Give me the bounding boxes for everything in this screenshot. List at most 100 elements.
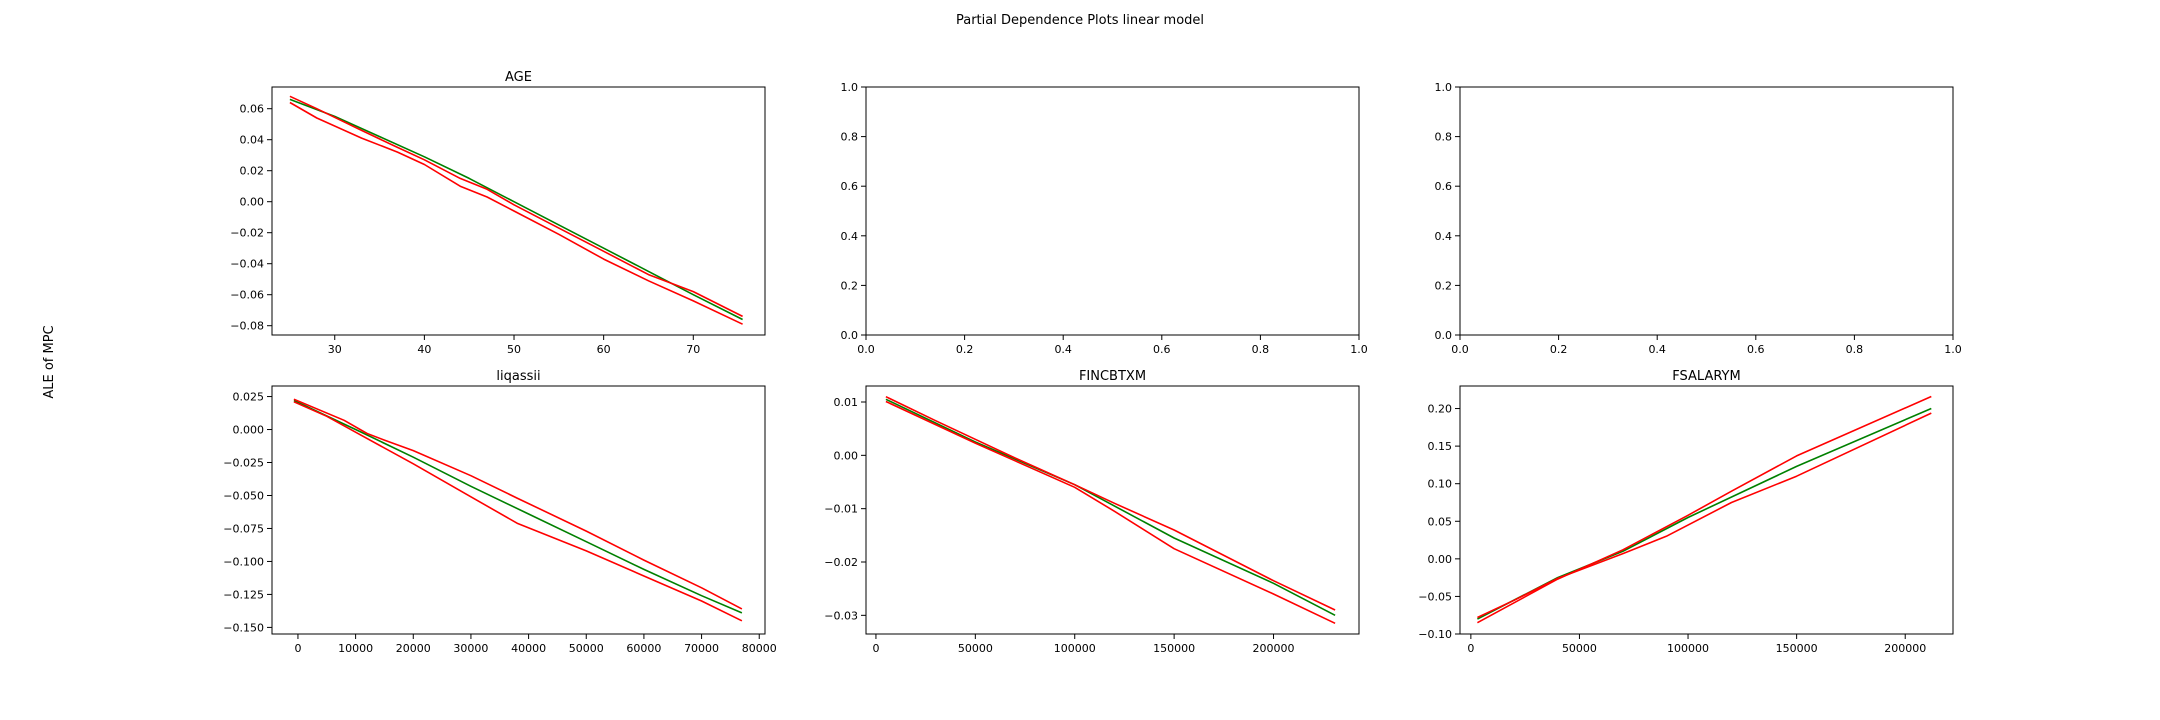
y-tick-label: −0.075 <box>223 522 264 535</box>
x-tick-label: 10000 <box>338 642 373 655</box>
series-line-green-1 <box>289 98 743 321</box>
x-tick-label: 30000 <box>453 642 488 655</box>
y-tick-label: 0.04 <box>240 134 265 147</box>
x-tick-label: 1.0 <box>1944 343 1962 356</box>
x-tick-label: 0 <box>872 642 879 655</box>
x-tick-label: 1.0 <box>1350 343 1368 356</box>
y-tick-label: 0.8 <box>1435 131 1453 144</box>
x-tick-label: 50 <box>507 343 521 356</box>
subplot-4: liqassii 0 10000 20000 30000 40000 50000 60000 7… <box>223 369 776 655</box>
x-tick-label: 100000 <box>1054 642 1096 655</box>
x-tick-label: 0.8 <box>1252 343 1270 356</box>
series-group <box>293 398 743 622</box>
x-tick-label: 0.2 <box>956 343 974 356</box>
y-tick-label: 0.06 <box>240 103 265 116</box>
x-tick-label: 150000 <box>1153 642 1195 655</box>
axes-frame <box>271 385 766 635</box>
y-tick-label: −0.050 <box>223 489 264 502</box>
x-tick-label: 0.6 <box>1153 343 1171 356</box>
x-tick-label: 200000 <box>1253 642 1295 655</box>
x-tick-label: 30 <box>328 343 342 356</box>
series-line-red-2 <box>289 95 743 318</box>
y-tick-label: −0.02 <box>824 556 858 569</box>
y-tick-label: −0.025 <box>223 457 264 470</box>
x-tick-label: 150000 <box>1776 642 1818 655</box>
y-tick-label: −0.06 <box>230 289 264 302</box>
series-line-red-3 <box>885 400 1336 625</box>
x-tick-label: 0.2 <box>1550 343 1568 356</box>
x-tick-label: 40 <box>417 343 431 356</box>
subplot-5: FINCBTXM 0 50000 100000 150000 200000 0.01 0.00… <box>824 369 1360 655</box>
x-tick-label: 50000 <box>569 642 604 655</box>
series-group <box>289 95 743 325</box>
y-tick-label: 0.15 <box>1428 440 1453 453</box>
axes-frame <box>865 86 1360 336</box>
series-line-red-2 <box>885 395 1336 611</box>
y-tick-label: −0.08 <box>230 320 264 333</box>
figure-suptitle: Partial Dependence Plots linear model <box>956 13 1204 28</box>
x-tick-label: 20000 <box>396 642 431 655</box>
y-tick-label: −0.02 <box>230 227 264 240</box>
y-tick-label: −0.04 <box>230 258 264 271</box>
y-tick-label: 0.05 <box>1428 515 1453 528</box>
x-tick-label: 60 <box>597 343 611 356</box>
y-tick-label: 0.10 <box>1428 478 1453 491</box>
axes-frame <box>271 86 766 336</box>
subplot-title: FINCBTXM <box>1079 369 1146 384</box>
x-tick-label: 80000 <box>742 642 777 655</box>
y-tick-label: 0.00 <box>240 196 265 209</box>
series-group <box>885 395 1336 625</box>
y-tick-label: 1.0 <box>1435 81 1453 94</box>
x-tick-label: 40000 <box>511 642 546 655</box>
y-tick-label: −0.03 <box>824 609 858 622</box>
y-tick-label: 0.2 <box>841 279 859 292</box>
y-tick-label: −0.10 <box>1418 628 1452 641</box>
y-tick-label: −0.05 <box>1418 590 1452 603</box>
y-tick-label: 0.4 <box>1435 230 1453 243</box>
x-tick-label: 0 <box>294 642 301 655</box>
axes-frame <box>1459 86 1954 336</box>
y-tick-label: 0.025 <box>233 391 265 404</box>
y-tick-label: −0.125 <box>223 588 264 601</box>
subplot-3: 0.0 0.2 0.4 0.6 0.8 1.0 1.0 0.8 0.6 0.4 0.2 0.0 <box>1435 81 1962 356</box>
x-tick-label: 0.0 <box>857 343 875 356</box>
x-tick-label: 50000 <box>1562 642 1597 655</box>
x-tick-label: 100000 <box>1667 642 1709 655</box>
subplot-1: AGE 30 40 50 60 70 0.06 0.04 0.02 0.00 −0.02 −0.04 −… <box>230 70 766 356</box>
y-tick-label: 0.20 <box>1428 403 1453 416</box>
x-tick-label: 200000 <box>1884 642 1926 655</box>
y-tick-label: 0.6 <box>1435 180 1453 193</box>
x-tick-label: 0 <box>1467 642 1474 655</box>
series-line-green-1 <box>293 399 743 614</box>
y-tick-label: 0.6 <box>841 180 859 193</box>
y-tick-label: −0.150 <box>223 621 264 634</box>
x-tick-label: 0.0 <box>1451 343 1469 356</box>
y-tick-label: 0.2 <box>1435 279 1453 292</box>
x-tick-label: 0.4 <box>1648 343 1666 356</box>
series-group <box>1477 395 1932 624</box>
series-line-red-3 <box>1477 412 1932 619</box>
y-tick-label: 0.4 <box>841 230 859 243</box>
x-tick-label: 0.8 <box>1846 343 1864 356</box>
series-line-red-3 <box>293 401 743 622</box>
x-tick-label: 70 <box>686 343 700 356</box>
y-tick-label: 0.01 <box>834 396 859 409</box>
y-tick-label: 0.00 <box>834 449 859 462</box>
x-tick-label: 0.6 <box>1747 343 1765 356</box>
subplot-title: FSALARYM <box>1672 369 1740 384</box>
y-tick-label: 1.0 <box>841 81 859 94</box>
y-tick-label: 0.8 <box>841 131 859 144</box>
x-tick-label: 60000 <box>626 642 661 655</box>
y-tick-label: −0.100 <box>223 555 264 568</box>
x-tick-label: 70000 <box>684 642 719 655</box>
x-tick-label: 50000 <box>958 642 993 655</box>
subplot-2: 0.0 0.2 0.4 0.6 0.8 1.0 1.0 0.8 0.6 0.4 0.2 0.0 <box>841 81 1368 356</box>
series-line-red-3 <box>289 101 743 325</box>
series-line-green-1 <box>1477 407 1932 620</box>
series-line-green-1 <box>885 398 1336 617</box>
subplot-6: FSALARYM 0 50000 100000 150000 200000 0.20 0.15… <box>1418 369 1954 655</box>
shared-y-axis-label: ALE of MPC <box>42 325 57 398</box>
subplot-title: AGE <box>505 70 532 85</box>
